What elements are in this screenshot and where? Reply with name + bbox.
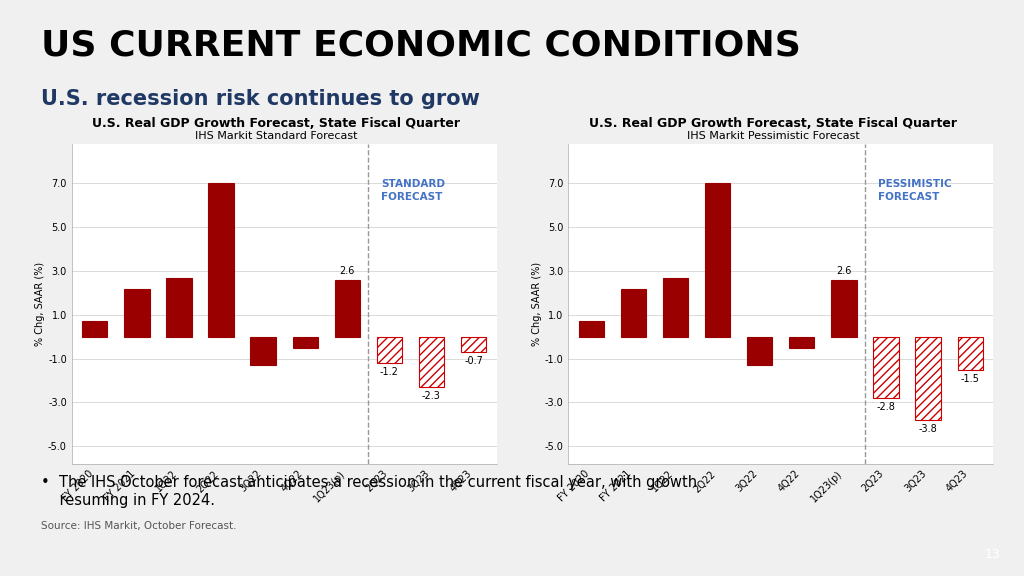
Bar (790, 337, 814, 348)
Bar (831, 280, 856, 337)
Text: -1.2: -1.2 (380, 367, 398, 377)
Text: U.S. recession risk continues to grow: U.S. recession risk continues to grow (41, 89, 480, 109)
Text: IHS Markit Standard Forecast: IHS Markit Standard Forecast (196, 131, 357, 141)
Text: •  The IHS October forecast anticipates a recession in the current fiscal year, : • The IHS October forecast anticipates a… (41, 475, 697, 507)
Bar (748, 337, 772, 365)
Y-axis label: % Chg, SAAR (%): % Chg, SAAR (%) (35, 262, 45, 346)
Text: 2.6: 2.6 (837, 267, 852, 276)
Text: IHS Markit Pessimistic Forecast: IHS Markit Pessimistic Forecast (687, 131, 859, 141)
Bar (209, 183, 233, 337)
Text: -3.8: -3.8 (919, 425, 937, 434)
Bar (621, 289, 646, 337)
Text: US CURRENT ECONOMIC CONDITIONS: US CURRENT ECONOMIC CONDITIONS (41, 29, 801, 63)
Text: U.S. Real GDP Growth Forecast, State Fiscal Quarter: U.S. Real GDP Growth Forecast, State Fis… (92, 116, 461, 130)
Text: -1.5: -1.5 (961, 374, 980, 384)
Bar (335, 280, 359, 337)
Bar (293, 337, 317, 348)
Text: Source: IHS Markit, October Forecast.: Source: IHS Markit, October Forecast. (41, 521, 237, 531)
Text: -0.7: -0.7 (464, 357, 483, 366)
Bar (915, 337, 941, 420)
Text: PESSIMISTIC
FORECAST: PESSIMISTIC FORECAST (878, 179, 951, 202)
Bar (82, 321, 108, 337)
Bar (663, 278, 688, 337)
Bar (377, 337, 402, 363)
Bar (419, 337, 444, 387)
Text: -2.3: -2.3 (422, 392, 441, 401)
Bar (251, 337, 275, 365)
Bar (461, 337, 486, 352)
Y-axis label: % Chg, SAAR (%): % Chg, SAAR (%) (531, 262, 542, 346)
Bar (124, 289, 150, 337)
Bar (166, 278, 191, 337)
Bar (873, 337, 899, 398)
Text: -2.8: -2.8 (877, 403, 895, 412)
Text: STANDARD
FORECAST: STANDARD FORECAST (381, 179, 445, 202)
Bar (706, 183, 730, 337)
Text: 2.6: 2.6 (340, 267, 355, 276)
Text: 13: 13 (985, 548, 1000, 561)
Text: U.S. Real GDP Growth Forecast, State Fiscal Quarter: U.S. Real GDP Growth Forecast, State Fis… (589, 116, 957, 130)
Bar (957, 337, 983, 370)
Bar (579, 321, 604, 337)
